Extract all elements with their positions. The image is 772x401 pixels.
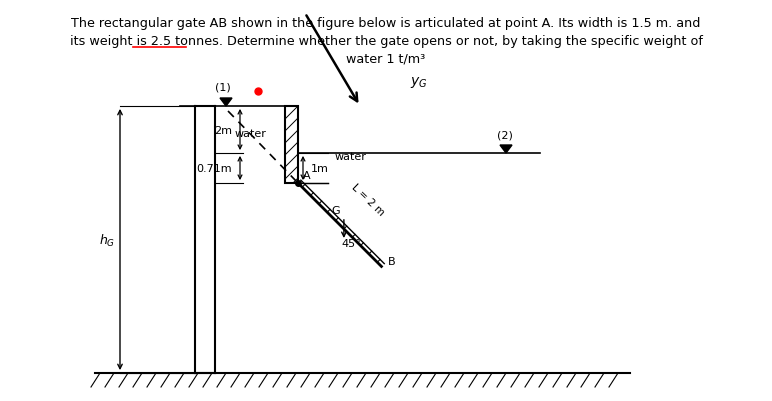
Text: water: water (335, 152, 367, 162)
Text: The rectangular gate AB shown in the figure below is articulated at point A. Its: The rectangular gate AB shown in the fig… (71, 17, 701, 30)
Text: 45°: 45° (342, 239, 361, 249)
Text: 1m: 1m (311, 164, 329, 174)
Text: G: G (332, 205, 340, 215)
Text: $h_G$: $h_G$ (99, 232, 115, 248)
Text: L = 2 m: L = 2 m (350, 182, 386, 217)
Text: 2m: 2m (214, 125, 232, 135)
Text: water: water (234, 129, 266, 139)
Text: A: A (303, 170, 310, 180)
Text: water 1 t/m³: water 1 t/m³ (347, 53, 425, 66)
Bar (285, 107, 298, 184)
Polygon shape (500, 146, 512, 154)
Polygon shape (220, 99, 232, 107)
Text: 0.71m: 0.71m (196, 164, 232, 174)
Text: B: B (388, 257, 395, 267)
Text: its weight is 2.5 tonnes. Determine whether the gate opens or not, by taking the: its weight is 2.5 tonnes. Determine whet… (69, 35, 703, 48)
Text: (1): (1) (215, 83, 231, 93)
Text: (2): (2) (497, 130, 513, 140)
Text: $y_G$: $y_G$ (410, 74, 428, 89)
